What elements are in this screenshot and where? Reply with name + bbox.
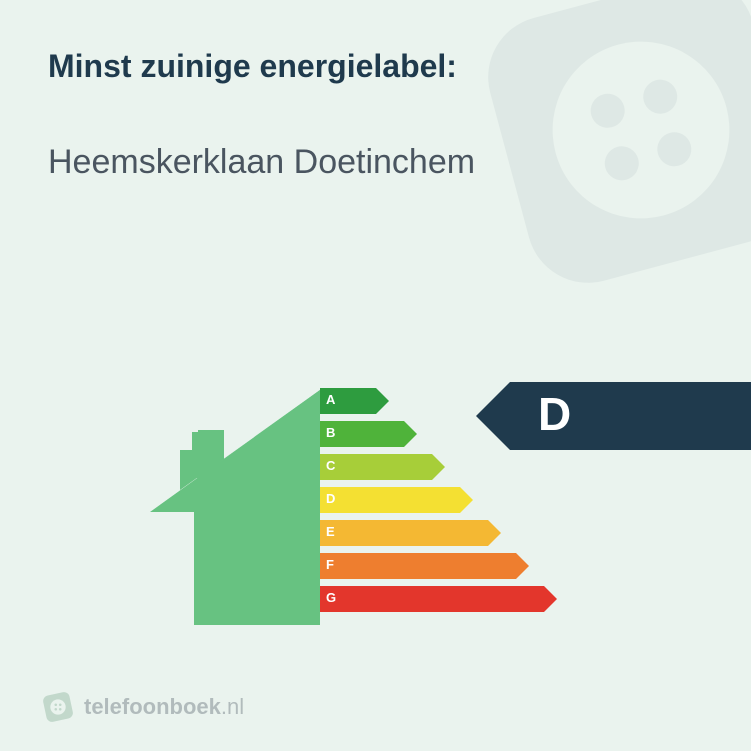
- energy-label-chart: A B C D E F G D: [0, 370, 751, 650]
- bar-letter: A: [326, 392, 335, 407]
- footer-brand-name: telefoonboek: [84, 694, 221, 719]
- bar-letter: G: [326, 590, 336, 605]
- bar-letter: D: [326, 491, 335, 506]
- brand-icon: [42, 691, 74, 723]
- footer-brand: telefoonboek.nl: [42, 691, 244, 723]
- house-icon: [150, 390, 320, 630]
- footer-brand-suffix: .nl: [221, 694, 244, 719]
- bar-letter: E: [326, 524, 335, 539]
- selected-label-badge: D: [510, 382, 751, 450]
- page-title: Minst zuinige energielabel:: [48, 48, 703, 85]
- bar-letter: B: [326, 425, 335, 440]
- footer-text: telefoonboek.nl: [84, 694, 244, 720]
- bar-letter: C: [326, 458, 335, 473]
- bar-letter: F: [326, 557, 334, 572]
- selected-label-letter: D: [538, 387, 571, 441]
- page-subtitle: Heemskerklaan Doetinchem: [48, 143, 703, 182]
